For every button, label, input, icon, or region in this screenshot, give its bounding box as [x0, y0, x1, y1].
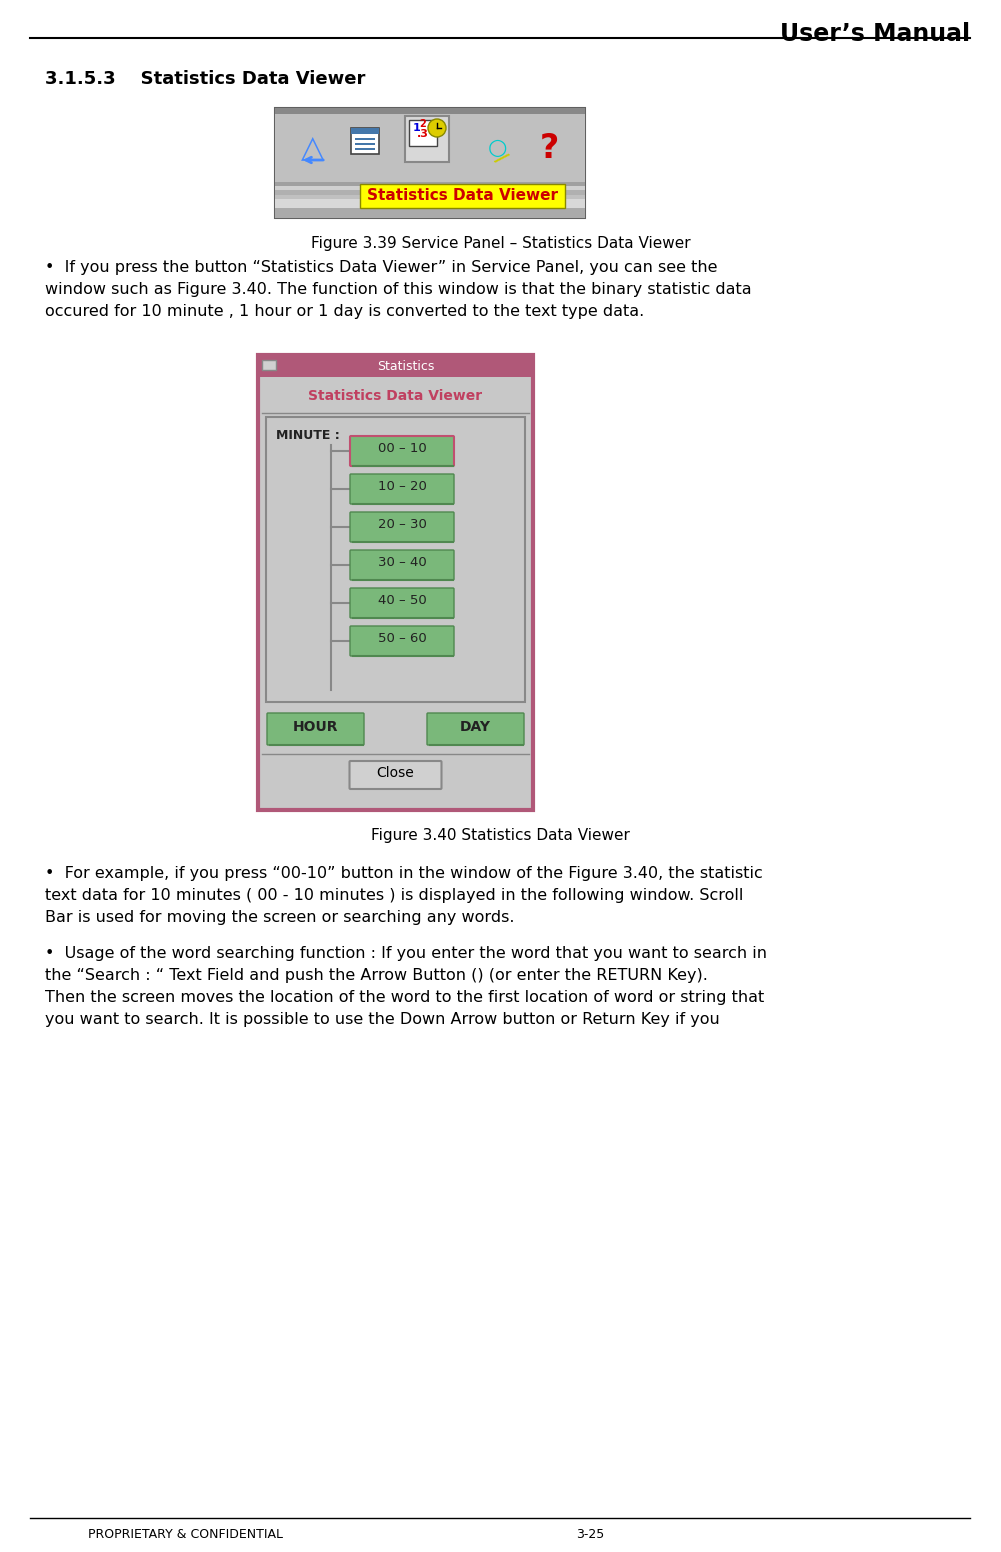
- Text: Figure 3.39 Service Panel – Statistics Data Viewer: Figure 3.39 Service Panel – Statistics D…: [310, 236, 691, 251]
- FancyBboxPatch shape: [350, 625, 454, 656]
- Text: text data for 10 minutes ( 00 - 10 minutes ) is displayed in the following windo: text data for 10 minutes ( 00 - 10 minut…: [45, 888, 744, 903]
- Text: Statistics Data Viewer: Statistics Data Viewer: [367, 188, 558, 203]
- Text: 40 – 50: 40 – 50: [377, 594, 426, 607]
- Text: 10 – 20: 10 – 20: [377, 480, 426, 494]
- Text: ○: ○: [487, 138, 507, 158]
- Text: HOUR: HOUR: [292, 720, 338, 734]
- Text: 3-25: 3-25: [576, 1529, 605, 1541]
- FancyBboxPatch shape: [350, 549, 454, 580]
- Text: DAY: DAY: [460, 720, 491, 734]
- Bar: [275, 186, 585, 189]
- Bar: [275, 189, 585, 196]
- Text: ?: ?: [540, 132, 559, 165]
- Bar: [355, 147, 375, 151]
- Bar: [275, 113, 585, 182]
- Bar: [355, 143, 375, 144]
- Bar: [275, 208, 585, 217]
- Text: 50 – 60: 50 – 60: [377, 632, 426, 646]
- Bar: [275, 182, 585, 186]
- Text: •  If you press the button “Statistics Data Viewer” in Service Panel, you can se: • If you press the button “Statistics Da…: [45, 261, 718, 275]
- FancyBboxPatch shape: [427, 712, 524, 745]
- Text: 2: 2: [419, 120, 426, 129]
- Bar: [409, 120, 437, 146]
- FancyBboxPatch shape: [350, 512, 454, 542]
- FancyBboxPatch shape: [350, 473, 454, 504]
- Bar: [275, 109, 585, 113]
- Text: window such as Figure 3.40. The function of this window is that the binary stati: window such as Figure 3.40. The function…: [45, 282, 752, 296]
- Bar: [275, 196, 585, 199]
- Circle shape: [428, 120, 446, 137]
- Text: 30 – 40: 30 – 40: [377, 556, 426, 570]
- Text: PROPRIETARY & CONFIDENTIAL: PROPRIETARY & CONFIDENTIAL: [87, 1529, 282, 1541]
- Text: occured for 10 minute , 1 hour or 1 day is converted to the text type data.: occured for 10 minute , 1 hour or 1 day …: [45, 304, 645, 320]
- Text: Close: Close: [376, 767, 414, 781]
- Bar: [351, 127, 379, 154]
- Text: Statistics Data Viewer: Statistics Data Viewer: [308, 390, 482, 404]
- Text: 3.1.5.3    Statistics Data Viewer: 3.1.5.3 Statistics Data Viewer: [45, 70, 365, 88]
- Bar: [275, 199, 585, 208]
- Text: Bar is used for moving the screen or searching any words.: Bar is used for moving the screen or sea…: [45, 909, 515, 925]
- Bar: [258, 355, 533, 810]
- Text: the “Search : “ Text Field and push the Arrow Button () (or enter the RETURN Key: the “Search : “ Text Field and push the …: [45, 968, 708, 982]
- Text: △: △: [301, 133, 324, 163]
- Text: you want to search. It is possible to use the Down Arrow button or Return Key if: you want to search. It is possible to us…: [45, 1012, 720, 1027]
- Bar: [405, 116, 449, 161]
- FancyBboxPatch shape: [267, 712, 364, 745]
- Bar: [262, 360, 276, 369]
- Bar: [266, 417, 525, 702]
- Bar: [275, 109, 585, 217]
- Text: User’s Manual: User’s Manual: [780, 22, 970, 47]
- Bar: [355, 138, 375, 140]
- Text: Statistics: Statistics: [376, 360, 434, 372]
- Text: Figure 3.40 Statistics Data Viewer: Figure 3.40 Statistics Data Viewer: [371, 829, 630, 843]
- Text: 20 – 30: 20 – 30: [377, 518, 426, 531]
- Text: 1: 1: [413, 123, 420, 133]
- FancyBboxPatch shape: [350, 588, 454, 618]
- Text: /: /: [491, 149, 511, 168]
- Bar: [258, 355, 533, 377]
- Text: Then the screen moves the location of the word to the first location of word or : Then the screen moves the location of th…: [45, 990, 764, 1006]
- Text: 00 – 10: 00 – 10: [377, 442, 426, 455]
- FancyBboxPatch shape: [350, 436, 454, 466]
- Bar: [360, 185, 565, 208]
- FancyBboxPatch shape: [349, 760, 441, 788]
- Bar: [351, 127, 379, 133]
- Text: MINUTE :: MINUTE :: [276, 428, 339, 442]
- Text: •  Usage of the word searching function : If you enter the word that you want to: • Usage of the word searching function :…: [45, 947, 767, 961]
- Text: •  For example, if you press “00-10” button in the window of the Figure 3.40, th: • For example, if you press “00-10” butt…: [45, 866, 763, 882]
- Text: .3: .3: [417, 129, 429, 140]
